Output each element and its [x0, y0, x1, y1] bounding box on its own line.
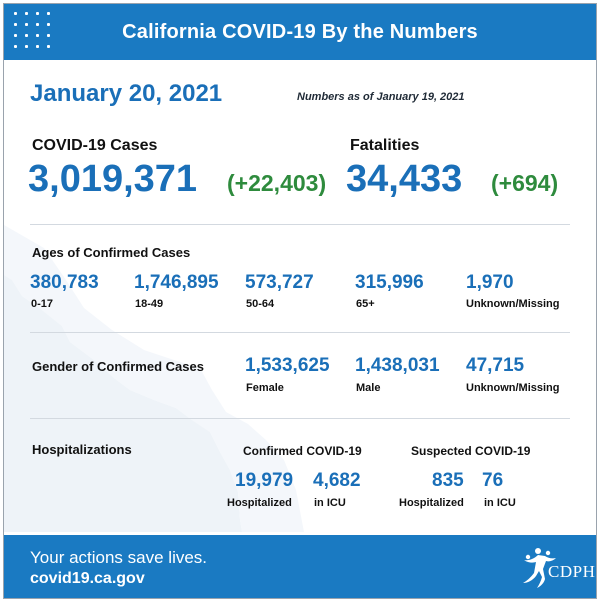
- gender-unknown-value: 47,715: [466, 355, 525, 376]
- footer-banner: Your actions save lives. covid19.ca.gov …: [4, 535, 596, 598]
- fatalities-label: Fatalities: [350, 137, 420, 154]
- age-18-49-label: 18-49: [135, 298, 164, 310]
- age-65-plus-value: 315,996: [355, 272, 424, 293]
- grid-dot: [47, 12, 50, 15]
- grid-dot: [25, 23, 28, 26]
- age-18-49-value: 1,746,895: [134, 272, 219, 293]
- cases-total: 3,019,371: [28, 158, 198, 200]
- age-65-plus-label: 65+: [356, 298, 375, 310]
- gender-male-value: 1,438,031: [355, 355, 440, 376]
- grid-dot: [25, 34, 28, 37]
- grid-dot: [36, 23, 39, 26]
- report-date: January 20, 2021: [30, 80, 223, 107]
- age-50-64-label: 50-64: [246, 298, 275, 310]
- cases-change: (+22,403): [227, 170, 327, 196]
- fatalities-total: 34,433: [346, 158, 463, 200]
- suspected-icu-value: 76: [482, 470, 504, 491]
- data-as-of-note: Numbers as of January 19, 2021: [297, 91, 465, 103]
- divider: [30, 224, 570, 225]
- grid-dot: [36, 34, 39, 37]
- suspected-covid-title: Suspected COVID-19: [411, 444, 531, 458]
- suspected-hospitalized-value: 835: [432, 470, 464, 491]
- grid-dot: [14, 34, 17, 37]
- grid-dot: [47, 34, 50, 37]
- fatalities-change: (+694): [491, 170, 559, 196]
- california-map-watermark: [4, 225, 304, 532]
- confirmed-icu-label: in ICU: [314, 497, 346, 509]
- grid-dot: [36, 12, 39, 15]
- gender-female-label: Female: [246, 382, 284, 394]
- grid-dot: [47, 45, 50, 48]
- header-banner: California COVID-19 By the Numbers: [4, 4, 596, 60]
- age-0-17-label: 0-17: [31, 298, 54, 310]
- grid-dot: [14, 45, 17, 48]
- grid-dot: [25, 12, 28, 15]
- dot-grid-decoration: [14, 12, 56, 54]
- age-50-64-value: 573,727: [245, 272, 314, 293]
- age-0-17-value: 380,783: [30, 272, 99, 293]
- ages-section-title: Ages of Confirmed Cases: [32, 245, 191, 260]
- grid-dot: [14, 23, 17, 26]
- grid-dot: [25, 45, 28, 48]
- confirmed-covid-title: Confirmed COVID-19: [243, 444, 362, 458]
- gender-unknown-label: Unknown/Missing: [466, 382, 560, 394]
- gender-female-value: 1,533,625: [245, 355, 330, 376]
- confirmed-hospitalized-label: Hospitalized: [227, 497, 292, 509]
- age-unknown-value: 1,970: [466, 272, 514, 293]
- cases-label: COVID-19 Cases: [32, 137, 158, 154]
- gender-male-label: Male: [356, 382, 381, 394]
- divider: [30, 332, 570, 333]
- logo-wordmark: CDPH: [548, 562, 596, 581]
- cdph-logo-icon: [523, 548, 556, 588]
- hospitalizations-section-title: Hospitalizations: [32, 442, 132, 457]
- page-title: California COVID-19 By the Numbers: [122, 21, 478, 43]
- grid-dot: [14, 12, 17, 15]
- age-unknown-label: Unknown/Missing: [466, 298, 560, 310]
- grid-dot: [47, 23, 50, 26]
- suspected-hospitalized-label: Hospitalized: [399, 497, 464, 509]
- grid-dot: [36, 45, 39, 48]
- gender-section-title: Gender of Confirmed Cases: [32, 359, 204, 374]
- confirmed-icu-value: 4,682: [313, 470, 361, 491]
- footer-url-link[interactable]: covid19.ca.gov: [30, 570, 145, 587]
- divider: [30, 418, 570, 419]
- confirmed-hospitalized-value: 19,979: [235, 470, 294, 491]
- footer-tagline: Your actions save lives.: [30, 548, 208, 567]
- suspected-icu-label: in ICU: [484, 497, 516, 509]
